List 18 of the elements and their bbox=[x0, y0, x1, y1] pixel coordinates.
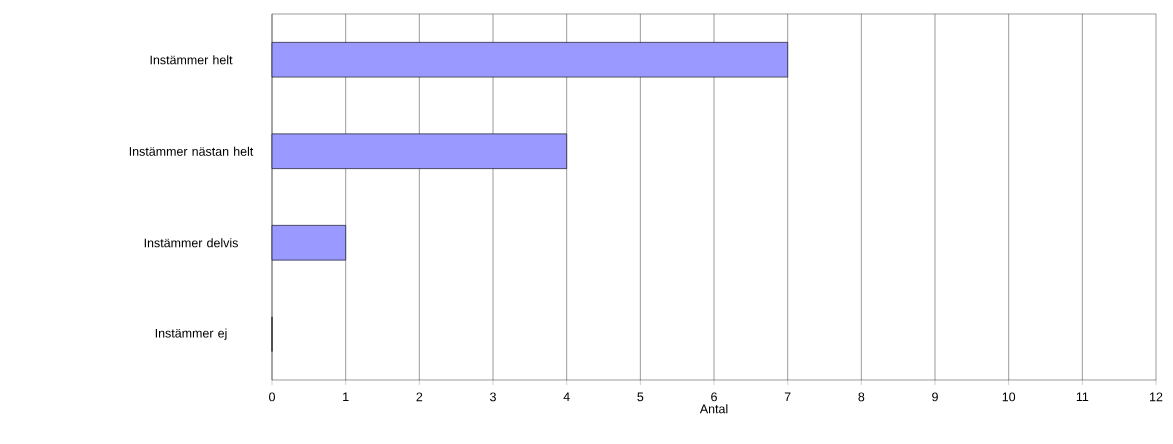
x-tick-label: 11 bbox=[1076, 392, 1089, 402]
x-tick-label: 10 bbox=[1002, 392, 1016, 402]
x-tick-label: 3 bbox=[490, 392, 496, 402]
y-tick-label: Instämmer ej bbox=[155, 328, 227, 341]
y-tick-label: Instämmer helt bbox=[150, 55, 233, 65]
y-tick-label: Instämmer delvis bbox=[144, 238, 238, 248]
x-axis-title: Antal bbox=[699, 404, 728, 414]
x-tick-label: 0 bbox=[269, 392, 275, 402]
x-tick-label: 2 bbox=[416, 392, 423, 402]
x-tick-label: 5 bbox=[637, 392, 644, 402]
x-tick-label: 9 bbox=[932, 392, 938, 402]
y-tick-label: Instämmer nästan helt bbox=[129, 146, 254, 156]
x-tick-label: 8 bbox=[858, 392, 865, 402]
x-tick-label: 1 bbox=[343, 392, 349, 402]
x-tick-label: 4 bbox=[563, 392, 570, 402]
x-tick-label: 6 bbox=[711, 392, 717, 402]
x-tick-label: 12 bbox=[1150, 392, 1163, 402]
x-tick-label: 7 bbox=[784, 392, 791, 402]
